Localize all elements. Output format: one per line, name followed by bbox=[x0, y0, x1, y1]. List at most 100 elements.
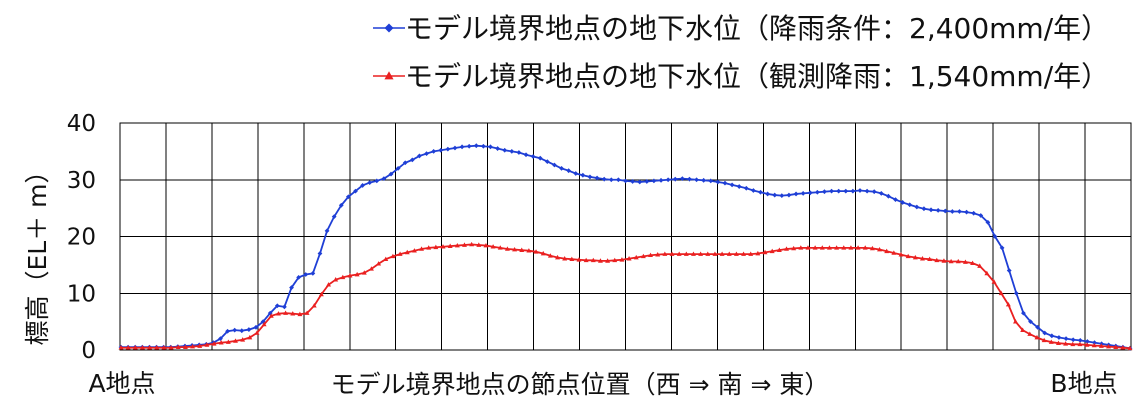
series-1-point bbox=[971, 210, 977, 216]
series-2-point bbox=[640, 253, 646, 259]
series-2-point bbox=[497, 245, 503, 250]
series-1-point bbox=[502, 147, 508, 153]
series-2-point bbox=[597, 258, 603, 263]
series-1-point bbox=[296, 274, 302, 280]
series-1-point bbox=[1063, 336, 1069, 342]
series-1-point bbox=[608, 177, 614, 183]
series-1-point bbox=[893, 197, 898, 203]
series-2-point bbox=[311, 303, 317, 308]
series-1-point bbox=[402, 160, 408, 166]
series-2-point bbox=[161, 345, 167, 350]
series-2-point bbox=[676, 251, 682, 256]
series-1-point bbox=[1028, 319, 1033, 325]
series-2-point bbox=[1070, 341, 1076, 347]
y-axis-ticks: 0 10 20 30 40 bbox=[67, 111, 96, 364]
series-2-point bbox=[469, 241, 475, 247]
series-2-point bbox=[168, 345, 174, 350]
series-2-point bbox=[462, 242, 467, 247]
y-tick-label: 0 bbox=[81, 338, 96, 364]
series-1-point bbox=[509, 148, 515, 154]
series-2-point bbox=[834, 245, 840, 250]
series-1-point bbox=[317, 251, 323, 256]
series-1-point bbox=[409, 157, 415, 163]
series-2-point bbox=[1091, 342, 1097, 348]
series-2-point bbox=[698, 251, 704, 256]
y-tick-label: 30 bbox=[67, 168, 96, 194]
series-2-point bbox=[275, 311, 281, 316]
series-1-point bbox=[615, 177, 621, 183]
series-1-point bbox=[793, 191, 799, 197]
series-1-point bbox=[850, 188, 856, 194]
series-1-point bbox=[338, 202, 344, 208]
series-2-point bbox=[633, 254, 639, 260]
series-1-point bbox=[239, 328, 245, 334]
series-1-point bbox=[758, 189, 763, 195]
series-2-point bbox=[755, 250, 761, 256]
series-1-point bbox=[886, 193, 891, 199]
series-1-point bbox=[395, 166, 401, 171]
series-1-point bbox=[786, 192, 792, 198]
series-2-point bbox=[426, 245, 432, 250]
series-2-point bbox=[1005, 302, 1011, 307]
series-2-point bbox=[733, 251, 739, 256]
series-2-point bbox=[719, 251, 725, 256]
series-2-point bbox=[984, 270, 990, 276]
series-2-point bbox=[139, 345, 145, 350]
series-1-point bbox=[1006, 268, 1012, 273]
series-2-point bbox=[447, 243, 453, 248]
series-1-point bbox=[594, 175, 600, 181]
series-1-point bbox=[559, 166, 564, 171]
series-1-point bbox=[651, 178, 657, 184]
series-2-point bbox=[361, 270, 367, 275]
series-1-point bbox=[1099, 341, 1104, 347]
series-1-point bbox=[736, 184, 742, 189]
series-1-point bbox=[260, 319, 266, 325]
series-2-point bbox=[190, 343, 196, 349]
series-2-point bbox=[855, 245, 861, 250]
series-2-point bbox=[977, 263, 983, 268]
series-2-point bbox=[1041, 337, 1047, 343]
series-1-point bbox=[687, 176, 692, 182]
series-2-point bbox=[741, 251, 747, 256]
series-2-point bbox=[533, 249, 539, 254]
series-2-point bbox=[762, 249, 768, 255]
series-1-point bbox=[928, 207, 934, 213]
y-tick-label: 10 bbox=[67, 281, 96, 307]
series-2-point bbox=[884, 248, 890, 254]
series-2-point bbox=[991, 279, 997, 284]
series-2-point bbox=[404, 249, 410, 255]
series-2-point bbox=[891, 250, 897, 255]
series-2-point bbox=[354, 271, 360, 277]
series-1-point bbox=[495, 146, 500, 151]
series-2-point bbox=[268, 313, 274, 318]
series-1-point bbox=[765, 191, 771, 197]
series-2-point bbox=[182, 344, 188, 349]
series-1-point bbox=[985, 219, 991, 225]
series-2-point bbox=[970, 260, 976, 265]
series-2 bbox=[118, 241, 1133, 351]
series-2-point bbox=[812, 245, 818, 250]
series-2-point bbox=[1098, 343, 1104, 348]
series-1-point bbox=[829, 188, 834, 194]
series-2-point bbox=[175, 344, 181, 349]
series-2-point bbox=[1048, 339, 1054, 344]
series-2-point bbox=[669, 251, 675, 256]
series-1-point bbox=[1056, 335, 1062, 340]
series-2-point bbox=[254, 330, 260, 335]
series-2-point bbox=[798, 245, 804, 250]
series-1-point bbox=[345, 194, 351, 200]
legend-label-series-1: モデル境界地点の地下水位（降雨条件：2,400mm/年） bbox=[405, 12, 1109, 45]
series-1-point bbox=[1049, 333, 1055, 339]
series-1-point bbox=[878, 190, 884, 196]
series-1-point bbox=[431, 148, 437, 154]
legend-marker-series-1 bbox=[384, 23, 394, 33]
series-2-point bbox=[368, 266, 374, 271]
series-1-point bbox=[807, 190, 813, 196]
series-1-point bbox=[310, 270, 316, 276]
series-2-point bbox=[218, 340, 224, 345]
legend-marker-series-2 bbox=[384, 71, 394, 80]
series-1-point bbox=[473, 143, 479, 149]
series-1-point bbox=[587, 174, 593, 180]
series-1-point bbox=[274, 303, 280, 309]
series-2-point bbox=[877, 246, 883, 252]
